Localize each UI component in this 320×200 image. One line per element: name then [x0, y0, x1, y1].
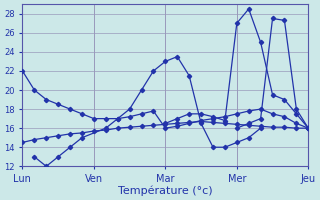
X-axis label: Température (°c): Température (°c)	[118, 185, 213, 196]
